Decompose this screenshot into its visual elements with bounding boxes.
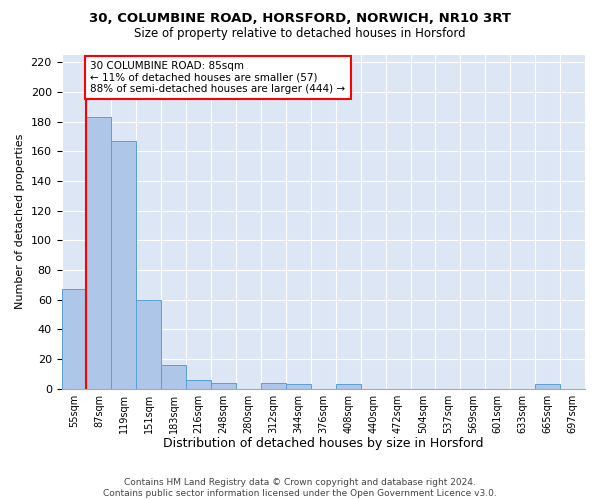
Bar xyxy=(336,384,361,388)
Bar xyxy=(261,382,286,388)
X-axis label: Distribution of detached houses by size in Horsford: Distribution of detached houses by size … xyxy=(163,437,484,450)
Text: Size of property relative to detached houses in Horsford: Size of property relative to detached ho… xyxy=(134,28,466,40)
Bar xyxy=(211,382,236,388)
Bar xyxy=(161,365,186,388)
Text: 30 COLUMBINE ROAD: 85sqm
← 11% of detached houses are smaller (57)
88% of semi-d: 30 COLUMBINE ROAD: 85sqm ← 11% of detach… xyxy=(90,61,346,94)
Bar xyxy=(186,380,211,388)
Bar xyxy=(286,384,311,388)
Bar xyxy=(62,290,86,388)
Bar xyxy=(112,141,136,388)
Bar xyxy=(136,300,161,388)
Text: Contains HM Land Registry data © Crown copyright and database right 2024.
Contai: Contains HM Land Registry data © Crown c… xyxy=(103,478,497,498)
Bar xyxy=(86,118,112,388)
Text: 30, COLUMBINE ROAD, HORSFORD, NORWICH, NR10 3RT: 30, COLUMBINE ROAD, HORSFORD, NORWICH, N… xyxy=(89,12,511,26)
Bar xyxy=(535,384,560,388)
Y-axis label: Number of detached properties: Number of detached properties xyxy=(15,134,25,310)
